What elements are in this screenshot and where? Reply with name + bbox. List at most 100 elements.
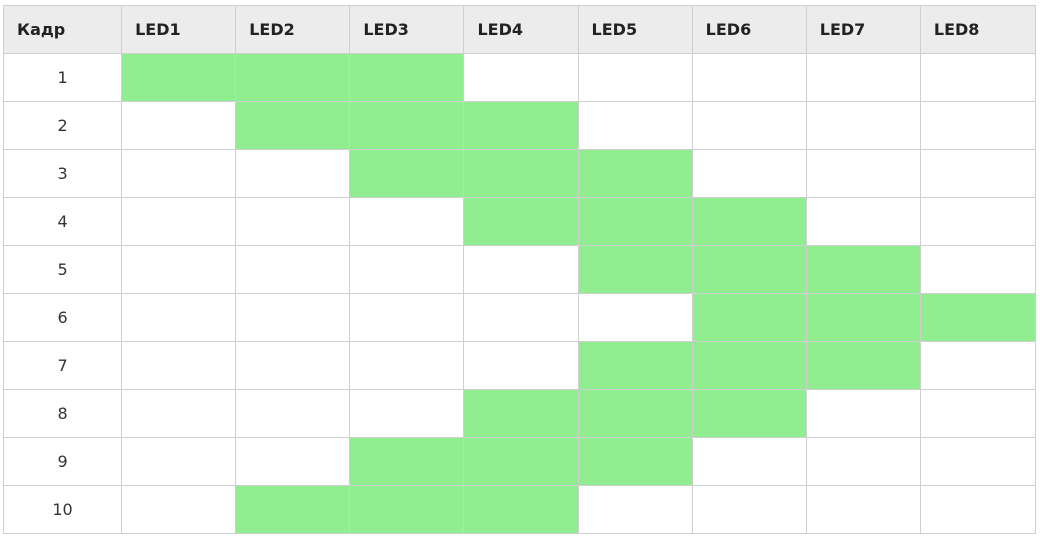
led2-cell (235, 437, 351, 486)
led3-cell (349, 197, 465, 246)
led-frame-table: Кадр LED1 LED2 LED3 LED4 LED5 LED6 LED7 … (2, 5, 1037, 534)
led7-cell (805, 149, 921, 198)
led1-cell (121, 53, 237, 102)
header-led4: LED4 (463, 5, 579, 54)
table-row: 2 (2, 101, 1037, 150)
led6-cell (691, 293, 807, 342)
led5-cell (577, 389, 693, 438)
led3-cell (349, 149, 465, 198)
led6-cell (691, 341, 807, 390)
led5-cell (577, 437, 693, 486)
led3-cell (349, 101, 465, 150)
led4-cell (463, 149, 579, 198)
header-row: Кадр LED1 LED2 LED3 LED4 LED5 LED6 LED7 … (2, 5, 1037, 54)
led4-cell (463, 341, 579, 390)
led4-cell (463, 197, 579, 246)
led5-cell (577, 341, 693, 390)
led8-cell (919, 197, 1037, 246)
led7-cell (805, 197, 921, 246)
led3-cell (349, 53, 465, 102)
led4-cell (463, 101, 579, 150)
table-row: 1 (2, 53, 1037, 102)
led1-cell (121, 245, 237, 294)
led8-cell (919, 245, 1037, 294)
led2-cell (235, 53, 351, 102)
led7-cell (805, 389, 921, 438)
led3-cell (349, 389, 465, 438)
led4-cell (463, 389, 579, 438)
led4-cell (463, 53, 579, 102)
led3-cell (349, 437, 465, 486)
led2-cell (235, 245, 351, 294)
frame-number-cell: 3 (2, 149, 123, 198)
header-led2: LED2 (235, 5, 351, 54)
led7-cell (805, 293, 921, 342)
frame-number-cell: 4 (2, 197, 123, 246)
table-row: 3 (2, 149, 1037, 198)
header-led5: LED5 (577, 5, 693, 54)
header-led7: LED7 (805, 5, 921, 54)
table-row: 10 (2, 485, 1037, 534)
led1-cell (121, 485, 237, 534)
led2-cell (235, 293, 351, 342)
led5-cell (577, 293, 693, 342)
led2-cell (235, 341, 351, 390)
header-led8: LED8 (919, 5, 1037, 54)
table-row: 7 (2, 341, 1037, 390)
table-row: 8 (2, 389, 1037, 438)
led2-cell (235, 149, 351, 198)
led5-cell (577, 53, 693, 102)
led7-cell (805, 53, 921, 102)
frame-number-cell: 6 (2, 293, 123, 342)
led3-cell (349, 293, 465, 342)
table-body: 1 2 3 4 5 6 7 8 9 10 (2, 53, 1037, 534)
led1-cell (121, 437, 237, 486)
led5-cell (577, 485, 693, 534)
header-led1: LED1 (121, 5, 237, 54)
led8-cell (919, 101, 1037, 150)
led5-cell (577, 245, 693, 294)
led1-cell (121, 149, 237, 198)
frame-number-cell: 1 (2, 53, 123, 102)
led1-cell (121, 389, 237, 438)
frame-number-cell: 10 (2, 485, 123, 534)
frame-number-cell: 7 (2, 341, 123, 390)
frame-number-cell: 8 (2, 389, 123, 438)
led6-cell (691, 197, 807, 246)
led3-cell (349, 485, 465, 534)
led2-cell (235, 389, 351, 438)
frame-number-cell: 9 (2, 437, 123, 486)
led7-cell (805, 485, 921, 534)
table-row: 9 (2, 437, 1037, 486)
table-row: 4 (2, 197, 1037, 246)
header-frame: Кадр (2, 5, 123, 54)
led8-cell (919, 53, 1037, 102)
led6-cell (691, 485, 807, 534)
led6-cell (691, 437, 807, 486)
led7-cell (805, 245, 921, 294)
led8-cell (919, 293, 1037, 342)
led6-cell (691, 149, 807, 198)
led7-cell (805, 101, 921, 150)
led6-cell (691, 389, 807, 438)
led2-cell (235, 485, 351, 534)
header-led6: LED6 (691, 5, 807, 54)
led6-cell (691, 53, 807, 102)
led5-cell (577, 149, 693, 198)
led-frame-table-container: Кадр LED1 LED2 LED3 LED4 LED5 LED6 LED7 … (2, 5, 1037, 534)
led1-cell (121, 197, 237, 246)
led8-cell (919, 149, 1037, 198)
led2-cell (235, 101, 351, 150)
led7-cell (805, 437, 921, 486)
led4-cell (463, 293, 579, 342)
frame-number-cell: 2 (2, 101, 123, 150)
led3-cell (349, 341, 465, 390)
led8-cell (919, 389, 1037, 438)
led2-cell (235, 197, 351, 246)
led4-cell (463, 437, 579, 486)
led3-cell (349, 245, 465, 294)
led4-cell (463, 485, 579, 534)
header-led3: LED3 (349, 5, 465, 54)
table-row: 5 (2, 245, 1037, 294)
frame-number-cell: 5 (2, 245, 123, 294)
